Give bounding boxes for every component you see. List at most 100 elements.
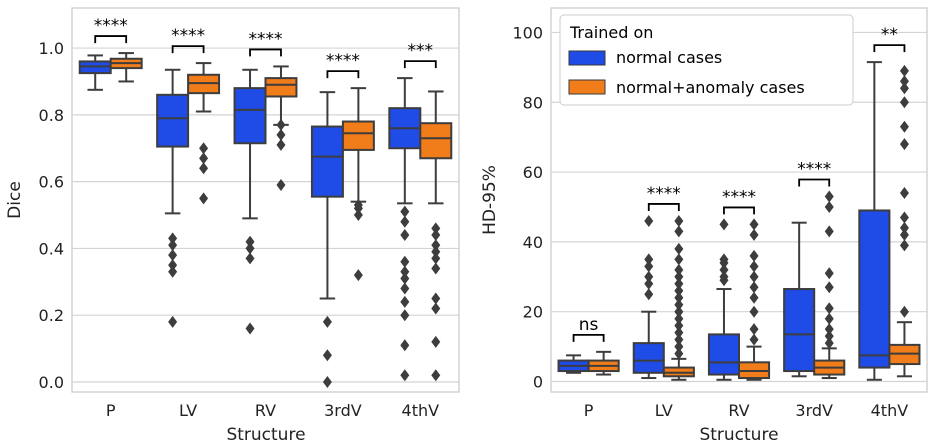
outlier-point bbox=[276, 128, 286, 141]
outlier-point bbox=[899, 138, 909, 151]
outlier-point bbox=[899, 239, 909, 252]
hd95-box-normal-anomaly bbox=[662, 214, 695, 381]
outlier-point bbox=[431, 245, 441, 258]
outlier-point bbox=[400, 282, 410, 295]
hd95-box-normal bbox=[557, 354, 590, 374]
outlier-point bbox=[674, 333, 684, 346]
hd95-x-tick-label: RV bbox=[728, 401, 749, 420]
outlier-point bbox=[400, 265, 410, 278]
dice-y-tick-label: 0.2 bbox=[39, 306, 64, 325]
box-iqr bbox=[707, 333, 740, 376]
outlier-point bbox=[199, 152, 209, 165]
outlier-point bbox=[899, 120, 909, 133]
outlier-point bbox=[644, 260, 654, 273]
outlier-point bbox=[245, 322, 255, 335]
outlier-point bbox=[400, 369, 410, 382]
outlier-point bbox=[749, 333, 759, 346]
dice-box-normal-anomaly bbox=[264, 65, 298, 191]
outlier-point bbox=[431, 302, 441, 315]
box-iqr bbox=[858, 209, 891, 369]
outlier-point bbox=[644, 288, 654, 301]
dice-panel: 0.00.20.40.60.81.0 P LV RV 3rdV 4thV *******… bbox=[5, 7, 460, 445]
outlier-point bbox=[245, 242, 255, 255]
hd95-x-tick-label: LV bbox=[655, 401, 673, 420]
outlier-point bbox=[899, 221, 909, 234]
legend-swatch-normal bbox=[568, 50, 606, 66]
dice-box-normal-anomaly bbox=[341, 87, 375, 282]
hd95-box-normal bbox=[632, 214, 665, 380]
outlier-point bbox=[644, 253, 654, 266]
dice-y-tick-label: 0.0 bbox=[39, 373, 64, 392]
dice-box-normal bbox=[78, 54, 112, 91]
dice-significance-bracket bbox=[94, 35, 128, 44]
outlier-point bbox=[749, 281, 759, 294]
hd95-significance-annotations: ns**** ********** bbox=[572, 25, 906, 342]
hd95-y-tick-label: 0 bbox=[533, 373, 543, 392]
dice-y-tick-label: 0.4 bbox=[39, 239, 64, 258]
outlier-point bbox=[322, 349, 332, 362]
hd95-y-tick-label: 100 bbox=[512, 23, 543, 42]
outlier-point bbox=[749, 323, 759, 336]
outlier-point bbox=[400, 255, 410, 268]
outlier-point bbox=[199, 142, 209, 155]
hd95-x-axis-title: Structure bbox=[699, 425, 778, 445]
outlier-point bbox=[644, 277, 654, 290]
outlier-point bbox=[674, 263, 684, 276]
outlier-point bbox=[824, 337, 834, 350]
dice-x-axis-title: Structure bbox=[226, 425, 305, 445]
outlier-point bbox=[168, 249, 178, 262]
outlier-point bbox=[644, 214, 654, 227]
outlier-point bbox=[674, 305, 684, 318]
outlier-point bbox=[674, 277, 684, 290]
outlier-point bbox=[276, 118, 286, 131]
dice-plot-frame bbox=[71, 7, 460, 393]
outlier-point bbox=[431, 335, 441, 348]
dice-box-normal-anomaly bbox=[109, 52, 143, 83]
dice-significance-label: **** bbox=[249, 29, 283, 49]
outlier-point bbox=[824, 330, 834, 343]
outlier-point bbox=[899, 228, 909, 241]
box-iqr bbox=[310, 125, 344, 198]
outlier-point bbox=[674, 291, 684, 304]
outlier-point bbox=[245, 235, 255, 248]
outlier-point bbox=[899, 82, 909, 95]
legend-label-normal-anomaly: normal+anomaly cases bbox=[616, 78, 805, 97]
hd95-y-ticks: 0 20 40 60 80 100 bbox=[512, 23, 543, 391]
outlier-point bbox=[824, 302, 834, 315]
outlier-point bbox=[719, 270, 729, 283]
outlier-point bbox=[674, 347, 684, 360]
hd95-box-normal-anomaly bbox=[813, 190, 846, 380]
outlier-point bbox=[674, 298, 684, 311]
outlier-point bbox=[400, 309, 410, 322]
hd95-y-tick-label: 60 bbox=[523, 163, 543, 182]
outlier-point bbox=[899, 305, 909, 318]
dice-y-tick-label: 0.6 bbox=[39, 173, 64, 192]
hd95-y-tick-label: 20 bbox=[523, 303, 543, 322]
outlier-point bbox=[824, 267, 834, 280]
outlier-point bbox=[824, 190, 834, 203]
outlier-point bbox=[276, 178, 286, 191]
outlier-point bbox=[674, 242, 684, 255]
dice-x-tick-label: RV bbox=[255, 401, 276, 420]
outlier-point bbox=[749, 218, 759, 231]
outlier-point bbox=[431, 239, 441, 252]
legend-title: Trained on bbox=[569, 23, 653, 42]
outlier-point bbox=[199, 192, 209, 205]
hd95-box-normal bbox=[783, 221, 816, 378]
hd95-boxes bbox=[557, 61, 921, 381]
hd95-significance-bracket bbox=[723, 206, 755, 215]
outlier-point bbox=[168, 232, 178, 245]
outlier-point bbox=[899, 211, 909, 224]
outlier-point bbox=[431, 292, 441, 305]
outlier-point bbox=[719, 263, 729, 276]
outlier-point bbox=[168, 315, 178, 328]
outlier-point bbox=[899, 96, 909, 109]
outlier-point bbox=[431, 229, 441, 242]
dice-x-tick-label: P bbox=[106, 401, 116, 420]
outlier-point bbox=[674, 312, 684, 325]
legend: Trained on normal cases normal+anomaly c… bbox=[559, 14, 854, 106]
dice-significance-label: **** bbox=[94, 16, 128, 36]
hd95-significance-bracket bbox=[873, 44, 906, 53]
hd95-box-normal bbox=[858, 61, 891, 381]
